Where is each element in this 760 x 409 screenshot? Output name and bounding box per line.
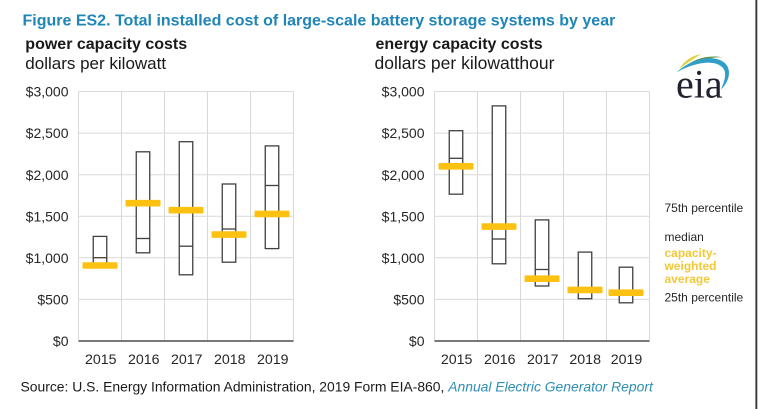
svg-text:2017: 2017 <box>527 352 559 368</box>
svg-text:$2,500: $2,500 <box>26 125 69 141</box>
svg-text:25th percentile: 25th percentile <box>665 290 744 304</box>
svg-text:$1,500: $1,500 <box>382 208 425 224</box>
svg-text:$1,500: $1,500 <box>26 208 69 224</box>
svg-text:dollars per kilowatt: dollars per kilowatt <box>25 54 166 73</box>
svg-text:median: median <box>665 230 704 244</box>
svg-text:$500: $500 <box>37 292 68 308</box>
svg-text:75th percentile: 75th percentile <box>665 201 744 215</box>
svg-text:average: average <box>665 272 711 286</box>
svg-text:$2,500: $2,500 <box>382 125 425 141</box>
svg-text:Source: U.S. Energy Informatio: Source: U.S. Energy Information Administ… <box>21 379 654 395</box>
svg-text:2018: 2018 <box>214 352 246 368</box>
svg-text:2019: 2019 <box>257 352 289 368</box>
svg-text:$1,000: $1,000 <box>26 250 69 266</box>
svg-text:$2,000: $2,000 <box>26 167 69 183</box>
svg-text:capacity-: capacity- <box>665 246 717 260</box>
svg-text:$500: $500 <box>393 292 424 308</box>
svg-text:$3,000: $3,000 <box>26 84 69 100</box>
svg-text:power capacity costs: power capacity costs <box>25 36 187 53</box>
svg-text:$1,000: $1,000 <box>382 250 425 266</box>
svg-text:2016: 2016 <box>128 352 160 368</box>
svg-text:$3,000: $3,000 <box>382 84 425 100</box>
svg-text:energy capacity costs: energy capacity costs <box>376 36 543 53</box>
svg-text:2016: 2016 <box>484 352 516 368</box>
svg-text:2018: 2018 <box>569 352 601 368</box>
svg-text:dollars per kilowatthour: dollars per kilowatthour <box>375 53 555 73</box>
svg-text:$2,000: $2,000 <box>382 167 425 183</box>
svg-text:2019: 2019 <box>611 352 643 368</box>
svg-text:Figure ES2. Total installed co: Figure ES2. Total installed cost of larg… <box>23 13 616 30</box>
svg-text:$0: $0 <box>409 333 425 349</box>
svg-text:2015: 2015 <box>85 352 117 368</box>
svg-text:2015: 2015 <box>441 352 473 368</box>
svg-text:eia: eia <box>676 62 723 107</box>
svg-text:weighted: weighted <box>664 259 717 273</box>
svg-text:2017: 2017 <box>171 352 203 368</box>
svg-text:$0: $0 <box>53 333 69 349</box>
